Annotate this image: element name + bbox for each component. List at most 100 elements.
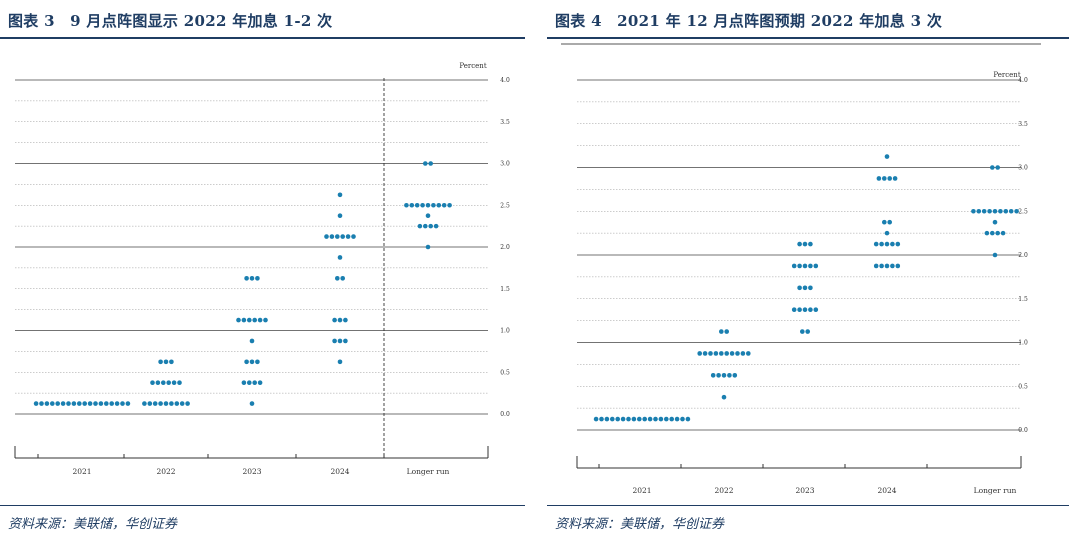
- participant-dot: [163, 401, 169, 406]
- participant-dot: [425, 244, 431, 250]
- participant-dot: [120, 401, 125, 406]
- figure-title: 图表 3 9 月点阵图显示 2022 年加息 1-2 次: [8, 12, 333, 30]
- participant-dot: [425, 202, 431, 208]
- participant-dot: [125, 401, 131, 406]
- participant-dot: [337, 338, 343, 344]
- participant-dot: [732, 373, 738, 378]
- participant-dot: [884, 241, 890, 247]
- participant-dot: [404, 202, 409, 208]
- y-tick-label: 2.5: [500, 202, 510, 209]
- participant-dot: [604, 416, 610, 422]
- participant-dot: [599, 416, 604, 422]
- participant-dot: [158, 401, 163, 406]
- participant-dot: [436, 202, 442, 208]
- participant-dot: [185, 401, 190, 406]
- participant-dot: [255, 359, 260, 365]
- participant-dot: [721, 373, 727, 378]
- participant-dot: [884, 263, 890, 269]
- participant-dot: [669, 416, 674, 422]
- participant-dot: [244, 276, 249, 281]
- participant-dot: [39, 401, 44, 406]
- participant-dot: [249, 338, 255, 344]
- participant-dot: [802, 263, 808, 269]
- participant-dot: [721, 394, 727, 400]
- participant-dot: [324, 234, 329, 239]
- participant-dot: [895, 241, 901, 247]
- participant-dot: [637, 416, 642, 422]
- participant-dot: [335, 276, 340, 281]
- participant-dot: [93, 401, 98, 406]
- y-tick-label: 3.0: [500, 161, 510, 168]
- y-tick-label: 2.0: [500, 244, 510, 251]
- participant-dot: [995, 230, 1000, 236]
- participant-dot: [351, 234, 356, 239]
- y-axis-label: Percent: [459, 62, 486, 70]
- participant-dot: [335, 234, 340, 239]
- participant-dot: [882, 219, 887, 225]
- participant-dot: [992, 208, 998, 214]
- participant-dot: [1000, 230, 1006, 236]
- participant-dot: [658, 416, 664, 422]
- y-tick-label: 3.5: [1018, 121, 1028, 128]
- participant-dot: [724, 329, 729, 334]
- participant-dot: [998, 208, 1003, 214]
- participant-dot: [249, 359, 255, 365]
- participant-dot: [1014, 208, 1019, 214]
- category-label: Longer run: [974, 486, 1017, 495]
- participant-dot: [892, 176, 898, 181]
- participant-dot: [66, 401, 71, 406]
- source-note: 资料来源：美联储，华创证券: [8, 517, 178, 532]
- category-label: 2023: [795, 486, 814, 495]
- y-tick-label: 4.0: [500, 77, 510, 84]
- participant-dot: [685, 416, 691, 422]
- participant-dot: [879, 241, 884, 247]
- participant-dot: [343, 317, 348, 323]
- participant-dot: [626, 416, 631, 422]
- y-tick-label: 0.5: [500, 369, 510, 376]
- participant-dot: [724, 351, 729, 356]
- participant-dot: [252, 317, 257, 323]
- participant-dot: [873, 241, 879, 247]
- participant-dot: [664, 416, 669, 422]
- participant-dot: [104, 401, 109, 406]
- participant-dot: [441, 202, 447, 208]
- participant-dot: [642, 416, 647, 422]
- panel-right: 图表 4 2021 年 12 月点阵图预期 2022 年加息 3 次 0.0 0.…: [547, 0, 1069, 540]
- participant-dot: [147, 401, 153, 406]
- participant-dot: [992, 252, 998, 258]
- participant-dot: [719, 351, 724, 356]
- participant-dot: [797, 263, 802, 269]
- category-label: 2023: [242, 467, 261, 476]
- y-tick-label: 1.0: [500, 328, 510, 335]
- y-tick-label: 0.5: [1018, 383, 1028, 390]
- y-tick-label: 0.0: [1018, 427, 1028, 434]
- y-tick-label: 4.0: [1018, 77, 1028, 84]
- y-tick-label: 2.0: [1018, 252, 1028, 259]
- y-tick-label: 2.5: [1018, 208, 1028, 215]
- participant-dot: [884, 154, 890, 159]
- participant-dot: [610, 416, 615, 422]
- participant-dot: [890, 263, 895, 269]
- participant-dot: [1008, 208, 1014, 214]
- participant-dot: [808, 263, 813, 269]
- participant-dot: [895, 263, 901, 269]
- participant-dot: [808, 285, 813, 291]
- participant-dot: [423, 223, 428, 229]
- participant-dot: [802, 241, 808, 247]
- participant-dot: [680, 416, 685, 422]
- participant-dot: [431, 202, 436, 208]
- participant-dot: [329, 234, 335, 239]
- participant-dot: [808, 307, 813, 312]
- participant-dot: [247, 380, 252, 385]
- participant-dot: [876, 176, 882, 181]
- participant-dot: [166, 380, 171, 385]
- source-note: 资料来源：美联储，华创证券: [555, 517, 725, 532]
- participant-dot: [82, 401, 87, 406]
- y-axis-label: Percent: [993, 71, 1020, 79]
- category-label: 2021: [72, 467, 91, 476]
- participant-dot: [873, 263, 879, 269]
- participant-dot: [169, 401, 174, 406]
- participant-dot: [813, 263, 819, 269]
- participant-dot: [50, 401, 55, 406]
